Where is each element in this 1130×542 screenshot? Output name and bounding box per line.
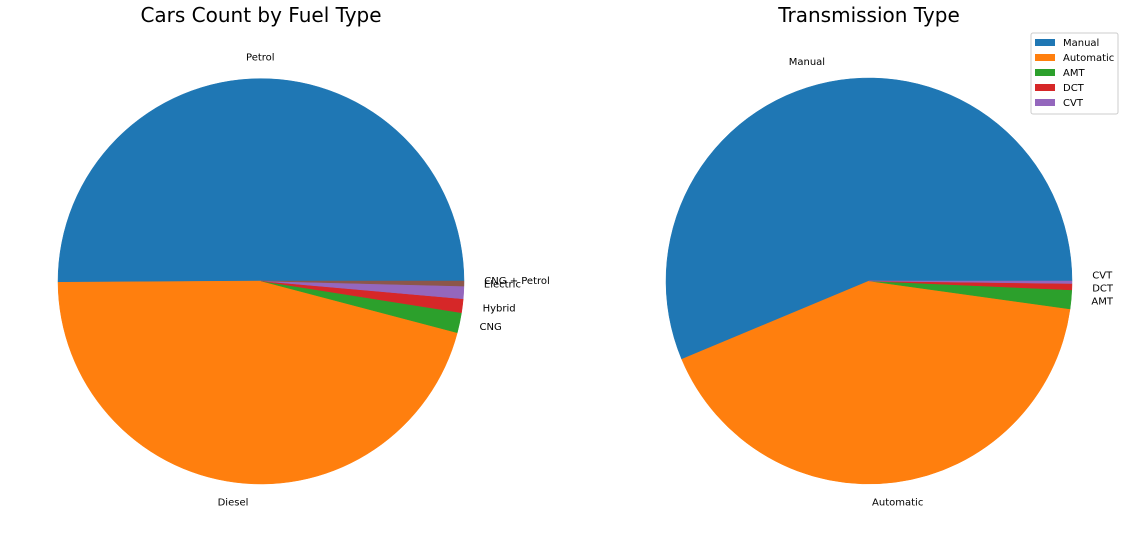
fuel-type-pie-chart: Cars Count by Fuel Type Petrol Diesel CNG H…	[57, 3, 550, 509]
transmission-label-amt: AMT	[1091, 296, 1113, 307]
legend-box	[1030, 32, 1119, 115]
fuel-label-diesel: Diesel	[218, 498, 249, 509]
legend-swatch-cvt	[1035, 99, 1055, 106]
transmission-label-automatic: Automatic	[872, 498, 923, 509]
fuel-label-cng-petrol: CNG + Petrol	[484, 276, 549, 287]
legend-label-manual: Manual	[1063, 38, 1099, 49]
transmission-slice-manual	[665, 77, 1073, 360]
legend-label-amt: AMT	[1063, 68, 1085, 79]
fuel-slice-petrol	[57, 78, 465, 283]
legend-label-automatic: Automatic	[1063, 53, 1114, 64]
legend-swatch-amt	[1035, 69, 1055, 76]
fuel-label-hybrid: Hybrid	[483, 303, 516, 314]
legend-label-dct: DCT	[1063, 83, 1085, 94]
fuel-type-chart-title: Cars Count by Fuel Type	[140, 3, 381, 27]
transmission-type-pie-chart: Transmission Type Manual Automatic AMT DCT C…	[665, 3, 1119, 509]
transmission-label-manual: Manual	[789, 57, 825, 68]
transmission-type-slices	[665, 77, 1073, 485]
legend-swatch-manual	[1035, 39, 1055, 46]
transmission-type-legend: Manual Automatic AMT DCT CVT	[1030, 32, 1119, 115]
fuel-label-electric: Electric	[484, 280, 521, 291]
legend-swatch-automatic	[1035, 54, 1055, 61]
transmission-label-dct: DCT	[1092, 283, 1114, 294]
transmission-slice-cvt	[868, 280, 1073, 284]
transmission-label-cvt: CVT	[1092, 270, 1113, 281]
fuel-slice-diesel	[57, 280, 458, 485]
fuel-type-slices	[57, 78, 465, 485]
fuel-label-petrol: Petrol	[246, 53, 275, 64]
fuel-slice-cng-petrol	[260, 280, 465, 287]
transmission-slice-automatic	[681, 280, 1071, 485]
transmission-type-slice-labels: Manual Automatic AMT DCT CVT	[789, 57, 1114, 508]
fuel-label-cng: CNG	[480, 322, 502, 333]
legend-swatch-dct	[1035, 84, 1055, 91]
legend-label-cvt: CVT	[1063, 98, 1084, 109]
transmission-type-chart-title: Transmission Type	[777, 3, 960, 27]
